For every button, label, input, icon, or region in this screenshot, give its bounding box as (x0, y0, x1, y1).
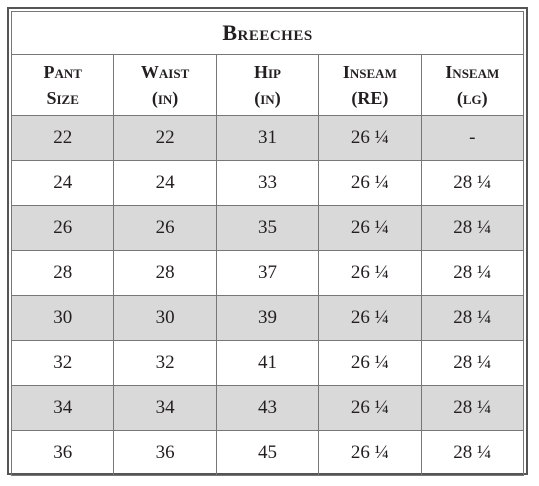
cell: 37 (215, 250, 320, 296)
column-header-text: Hip (in) (253, 62, 281, 108)
cell: 32 (10, 340, 115, 386)
data-row: 30 30 39 26 ¼ 28 ¼ (10, 295, 525, 341)
cell: 30 (113, 295, 217, 341)
cell: 26 ¼ (318, 430, 422, 476)
cell: 26 ¼ (318, 205, 422, 251)
cell: 45 (215, 430, 320, 476)
cell: 31 (215, 115, 320, 161)
column-header-text: Inseam (RE) (342, 62, 397, 108)
column-header: Inseam (lg) (420, 54, 525, 116)
cell: 28 ¼ (420, 295, 525, 341)
column-header: Inseam (RE) (318, 54, 422, 116)
cell: 28 ¼ (420, 250, 525, 296)
cell: 30 (10, 295, 115, 341)
cell: 41 (215, 340, 320, 386)
data-row: 28 28 37 26 ¼ 28 ¼ (10, 250, 525, 296)
cell: 32 (113, 340, 217, 386)
data-row: 32 32 41 26 ¼ 28 ¼ (10, 340, 525, 386)
title-row: Breeches (11, 11, 524, 55)
cell: 43 (215, 385, 320, 431)
size-table: Breeches Pant Size Waist (in) Hip (in) Inse… (10, 11, 525, 476)
table-title: Breeches (11, 11, 524, 55)
data-row: 34 34 43 26 ¼ 28 ¼ (10, 385, 525, 431)
cell: 39 (215, 295, 320, 341)
cell: - (420, 115, 525, 161)
table-frame: Breeches Pant Size Waist (in) Hip (in) Inse… (7, 7, 528, 476)
cell: 34 (113, 385, 217, 431)
cell: 22 (10, 115, 115, 161)
data-row: 24 24 33 26 ¼ 28 ¼ (10, 160, 525, 206)
data-row: 26 26 35 26 ¼ 28 ¼ (10, 205, 525, 251)
column-header: Pant Size (10, 54, 115, 116)
cell: 22 (113, 115, 217, 161)
cell: 26 ¼ (318, 115, 422, 161)
cell: 28 ¼ (420, 160, 525, 206)
column-header-text: Inseam (lg) (445, 62, 500, 108)
cell: 28 (113, 250, 217, 296)
cell: 24 (113, 160, 217, 206)
header-row: Pant Size Waist (in) Hip (in) Inseam (RE) In… (10, 54, 525, 116)
cell: 34 (10, 385, 115, 431)
column-header: Waist (in) (113, 54, 217, 116)
cell: 26 ¼ (318, 160, 422, 206)
cell: 26 (10, 205, 115, 251)
cell: 35 (215, 205, 320, 251)
cell: 26 ¼ (318, 295, 422, 341)
cell: 36 (10, 430, 115, 476)
cell: 28 ¼ (420, 205, 525, 251)
column-header: Hip (in) (215, 54, 320, 116)
cell: 26 ¼ (318, 385, 422, 431)
cell: 28 ¼ (420, 385, 525, 431)
cell: 28 ¼ (420, 340, 525, 386)
data-row: 22 22 31 26 ¼- (10, 115, 525, 161)
cell: 28 ¼ (420, 430, 525, 476)
cell: 26 (113, 205, 217, 251)
cell: 33 (215, 160, 320, 206)
cell: 26 ¼ (318, 340, 422, 386)
cell: 26 ¼ (318, 250, 422, 296)
cell: 24 (10, 160, 115, 206)
column-header-text: Pant Size (43, 62, 82, 108)
column-header-text: Waist (in) (140, 62, 190, 108)
cell: 28 (10, 250, 115, 296)
data-row: 36 36 45 26 ¼ 28 ¼ (10, 430, 525, 476)
cell: 36 (113, 430, 217, 476)
